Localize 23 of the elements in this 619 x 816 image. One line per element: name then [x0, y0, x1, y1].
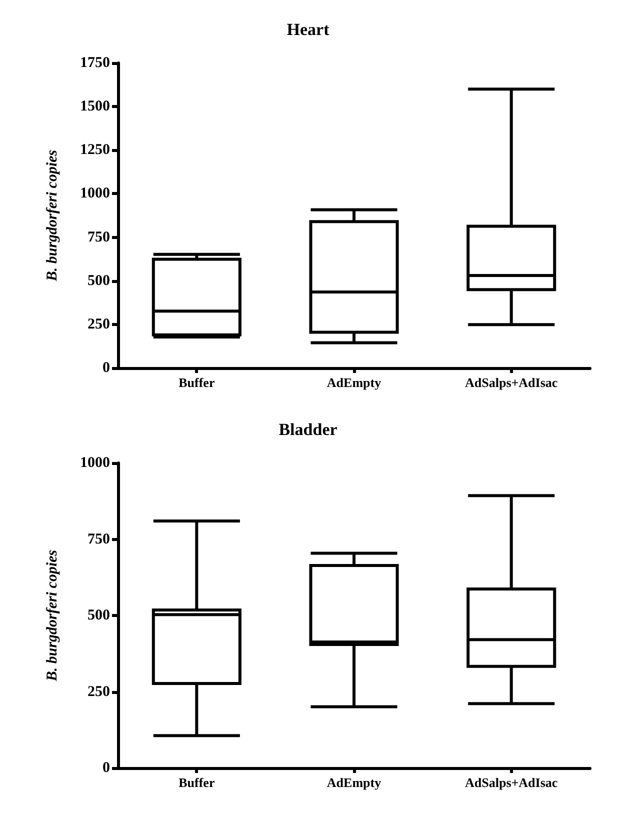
y-tick-label: 250 [88, 684, 110, 700]
y-tick-label: 750 [88, 531, 110, 548]
y-axis-title: B. burgdorferi copies [44, 550, 60, 682]
y-tick-label: 1750 [80, 55, 110, 71]
x-tick-label: AdSalps+AdIsac [464, 775, 558, 790]
chart-title: Bladder [278, 420, 338, 439]
y-tick-label: 1500 [80, 98, 110, 115]
y-tick-label: 1000 [80, 186, 110, 202]
x-tick-label: AdEmpty [326, 775, 382, 790]
x-tick-label: AdEmpty [326, 375, 382, 390]
x-tick-label: AdSalps+AdIsac [464, 375, 558, 390]
y-tick-label: 0 [102, 760, 110, 776]
y-tick-label: 500 [88, 608, 110, 624]
y-tick-label: 1000 [80, 455, 110, 471]
y-tick-label: 1250 [80, 142, 110, 158]
y-tick-label: 250 [88, 316, 110, 332]
x-tick-label: Buffer [178, 375, 215, 390]
y-tick-label: 750 [88, 229, 110, 246]
y-tick-label: 0 [102, 360, 110, 376]
chart-title: Heart [286, 20, 330, 39]
y-axis-title: B. burgdorferi copies [44, 150, 60, 282]
y-tick-label: 500 [88, 272, 110, 289]
x-tick-label: Buffer [178, 775, 215, 790]
